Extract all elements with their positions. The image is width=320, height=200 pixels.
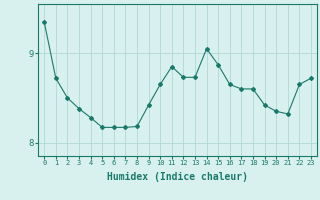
X-axis label: Humidex (Indice chaleur): Humidex (Indice chaleur) <box>107 172 248 182</box>
